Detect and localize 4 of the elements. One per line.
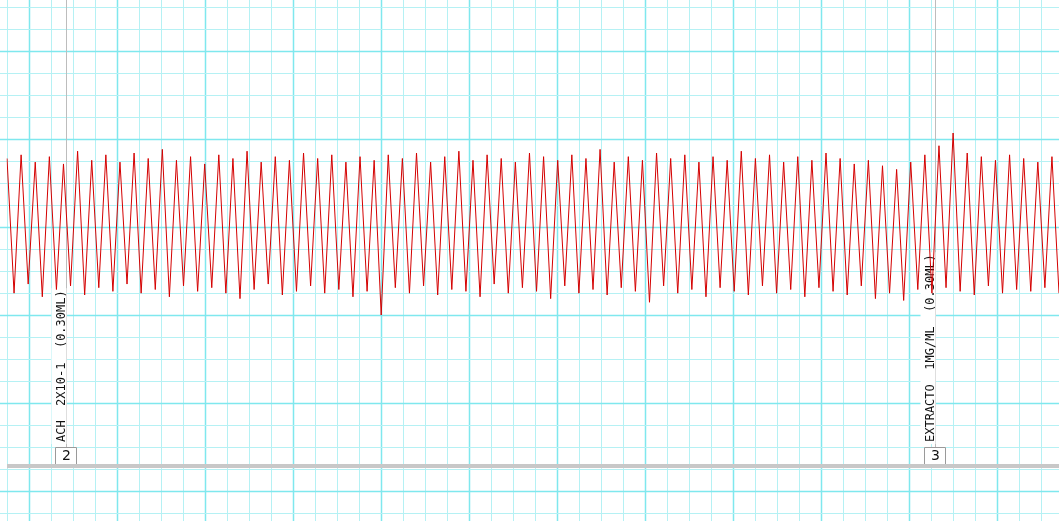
annotation: ACH 2X10-1 (0.30ML): [53, 290, 68, 442]
text: 2: [62, 446, 71, 463]
annotation: EXTRACTO 1MG/ML (0.30ML): [922, 254, 937, 442]
text: 3: [931, 446, 940, 463]
